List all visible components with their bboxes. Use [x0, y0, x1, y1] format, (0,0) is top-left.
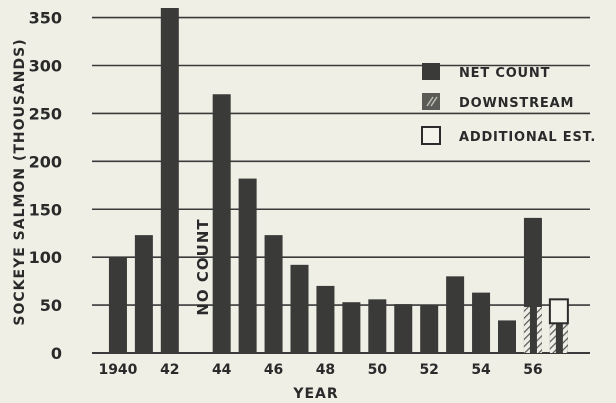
y-tick-label: 0 [51, 344, 62, 363]
x-tick-label: 46 [264, 362, 283, 378]
legend-swatch [421, 126, 441, 145]
legend-item: ADDITIONAL EST. [421, 126, 596, 145]
bar-net-count [394, 304, 413, 353]
bars [108, 8, 569, 353]
x-tick-label: 42 [160, 362, 179, 378]
x-tick-label: 54 [471, 362, 491, 378]
x-tick-label: 1940 [98, 362, 137, 378]
bar-net-count [108, 257, 127, 353]
legend-swatch [422, 63, 440, 80]
y-tick-label: 250 [29, 104, 62, 123]
legend-swatch-hatch [426, 96, 434, 107]
bar-net-count [134, 235, 153, 353]
x-tick-label: 56 [523, 362, 542, 378]
bar-net-count [420, 305, 439, 353]
y-axis-label: SOCKEYE SALMON (THOUSANDS) [12, 38, 28, 325]
bar-net-count [160, 8, 179, 353]
bar-net-count [316, 285, 335, 353]
bar-net-count [238, 178, 257, 353]
legend: NET COUNT DOWNSTREAM ADDITIONAL EST. [421, 63, 596, 145]
bar-downstream [562, 323, 568, 353]
y-tick-label: 50 [40, 296, 62, 315]
legend-item: DOWNSTREAM [422, 93, 574, 111]
y-tick-label: 200 [29, 152, 62, 171]
bar-downstream [549, 323, 556, 353]
no-count-annotation: NO COUNT [194, 218, 212, 315]
y-tick-label: 100 [29, 248, 62, 267]
bar-net-count [290, 264, 309, 353]
legend-label: ADDITIONAL EST. [459, 130, 596, 145]
x-tick-label: 44 [212, 362, 232, 378]
bar-net-count [342, 302, 361, 353]
x-axis-label: YEAR [292, 386, 338, 402]
bar-downstream [523, 307, 530, 353]
legend-swatch [422, 93, 440, 110]
bar-downstream [536, 307, 542, 353]
bar-net-count [446, 276, 465, 353]
legend-item: NET COUNT [422, 63, 550, 81]
bar-net-count [498, 320, 516, 353]
bar-net-count [212, 94, 231, 353]
bar-net-count [264, 235, 283, 353]
y-tick-label: 150 [29, 200, 62, 219]
axis-ticks: 0 50 100 150 200 250 300 350 1940 42 44 46 48 50 52 54 5… [29, 9, 543, 378]
legend-label: NET COUNT [459, 66, 550, 81]
bar-net-count [368, 299, 387, 353]
x-tick-label: 48 [316, 362, 335, 378]
x-tick-label: 50 [368, 362, 388, 378]
legend-swatch-hatch [430, 96, 438, 107]
y-tick-label: 350 [29, 9, 62, 28]
y-tick-label: 300 [29, 57, 62, 76]
bar-additional-est [548, 298, 569, 325]
x-tick-label: 52 [419, 362, 438, 378]
legend-label: DOWNSTREAM [459, 96, 574, 111]
bar-net-count [472, 292, 491, 353]
